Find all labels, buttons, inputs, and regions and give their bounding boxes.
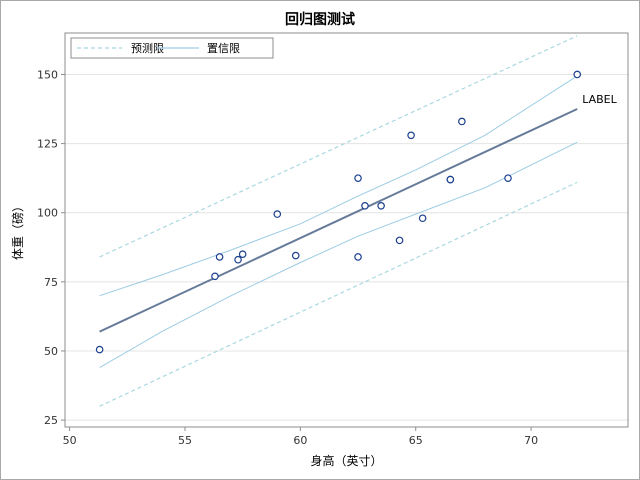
fit-line-label: LABEL [582, 93, 617, 106]
data-point-0 [95, 345, 104, 354]
data-point-5 [273, 210, 282, 218]
y-tick-label-25: 25 [44, 414, 58, 427]
data-point-8 [354, 253, 362, 261]
x-tick-label-60: 60 [293, 434, 307, 447]
regression-fit-line [99, 108, 578, 333]
x-tick-label-50: 50 [63, 434, 77, 447]
y-tick-label-125: 125 [37, 138, 58, 151]
data-point-12 [407, 131, 415, 140]
data-point-7 [354, 174, 362, 182]
data-point-16 [458, 117, 466, 126]
confidence-limit-lower [99, 141, 578, 369]
data-point-9 [361, 202, 369, 210]
legend: 预测限 置信限 [70, 37, 274, 59]
series-layer: LABEL [95, 35, 618, 407]
data-point-6 [291, 251, 300, 260]
x-tick-label-55: 55 [178, 434, 192, 447]
x-axis-label: 身高（英寸） [310, 453, 382, 468]
confidence-limit-upper [99, 75, 578, 297]
y-axis-label: 体重（磅） [10, 200, 25, 260]
prediction-limit-lower [99, 181, 578, 407]
legend-label-prediction: 预测限 [131, 42, 164, 55]
y-axis-ticks: 25 50 75 100 125 150 [37, 68, 65, 427]
x-tick-label-70: 70 [524, 434, 538, 447]
data-point-11 [395, 236, 404, 245]
data-point-4 [238, 250, 247, 258]
y-tick-label-150: 150 [37, 68, 58, 81]
data-point-3 [234, 255, 242, 264]
y-tick-label-50: 50 [44, 345, 58, 358]
x-tick-label-65: 65 [409, 434, 423, 447]
data-point-15 [446, 175, 455, 184]
data-point-18 [573, 70, 582, 79]
legend-label-confidence: 置信限 [207, 42, 240, 55]
chart-title: 回归图测试 [285, 12, 355, 28]
data-point-1 [211, 272, 219, 281]
grid-lines [65, 73, 628, 421]
data-point-2 [215, 253, 224, 261]
y-tick-label-75: 75 [44, 276, 58, 289]
data-point-17 [504, 174, 512, 182]
plot-area [64, 32, 629, 428]
data-point-13 [418, 214, 427, 223]
x-axis-ticks: 50 55 60 65 70 [63, 427, 538, 447]
y-tick-label-100: 100 [37, 207, 58, 220]
data-point-10 [377, 202, 385, 210]
prediction-limit-upper [99, 35, 578, 258]
